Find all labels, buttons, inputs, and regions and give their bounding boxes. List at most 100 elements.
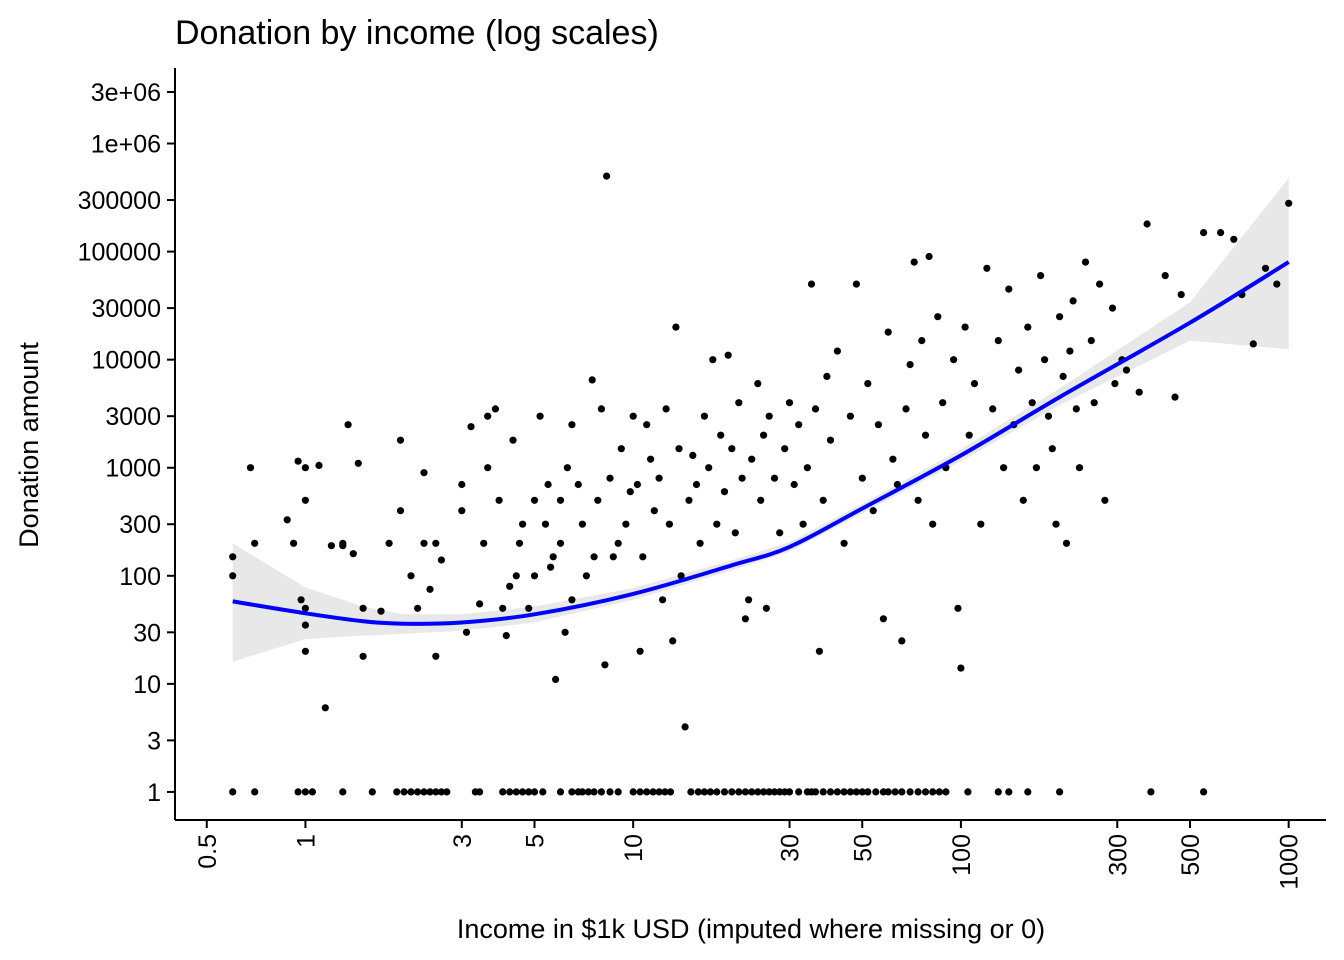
data-point xyxy=(898,788,906,796)
x-tick-label: 10 xyxy=(620,834,648,862)
data-point xyxy=(706,788,715,796)
data-point xyxy=(1056,313,1064,321)
data-point xyxy=(803,464,812,472)
x-tick-label: 0.5 xyxy=(194,834,222,869)
data-point xyxy=(741,615,750,623)
data-point xyxy=(541,520,550,528)
y-tick-label: 1 xyxy=(147,779,161,807)
data-point xyxy=(1032,464,1040,472)
y-tick-label: 10000 xyxy=(91,347,161,375)
data-point xyxy=(950,356,958,364)
data-point xyxy=(251,788,259,796)
x-axis-title: Income in $1k USD (imputed where missing… xyxy=(457,914,1045,944)
data-point xyxy=(1101,496,1109,504)
data-point xyxy=(1000,464,1008,472)
data-point xyxy=(426,788,434,796)
data-point xyxy=(327,542,335,550)
data-point xyxy=(1028,399,1036,407)
data-point xyxy=(819,788,827,796)
data-point xyxy=(1200,788,1208,796)
y-tick-label: 300000 xyxy=(78,187,161,215)
data-point xyxy=(432,539,440,547)
data-point xyxy=(359,604,367,612)
data-point xyxy=(659,596,667,604)
data-point xyxy=(1273,280,1281,288)
data-point xyxy=(811,405,820,413)
data-point xyxy=(826,436,835,444)
data-point xyxy=(321,704,329,712)
data-point xyxy=(694,788,702,796)
data-point xyxy=(1285,199,1293,207)
data-point xyxy=(1249,340,1257,348)
data-point xyxy=(359,652,367,660)
data-point xyxy=(568,788,576,796)
data-point xyxy=(519,788,527,796)
data-point xyxy=(301,647,309,655)
data-point xyxy=(578,520,587,528)
data-point xyxy=(339,539,347,547)
data-point xyxy=(597,405,606,413)
data-point xyxy=(728,788,736,796)
data-point xyxy=(741,788,750,796)
x-tick-label: 3 xyxy=(449,834,477,848)
data-point xyxy=(665,520,674,528)
data-point xyxy=(655,474,663,482)
data-point xyxy=(606,474,614,482)
data-point xyxy=(315,461,323,469)
smooth-line xyxy=(232,260,1290,626)
data-point xyxy=(283,516,291,524)
data-point xyxy=(889,455,897,463)
x-axis: 0.5 1 3 5 10 30 50 100 300 500 1000 xyxy=(175,819,1326,890)
data-point xyxy=(1024,323,1032,331)
data-point xyxy=(929,520,937,528)
data-point xyxy=(781,445,789,453)
data-point xyxy=(685,496,693,504)
data-point xyxy=(349,550,357,558)
data-point xyxy=(467,423,475,431)
data-point xyxy=(344,421,352,429)
data-point xyxy=(785,399,794,407)
data-point xyxy=(858,474,866,482)
data-point xyxy=(846,412,855,420)
data-point xyxy=(748,455,756,463)
data-point xyxy=(603,172,611,180)
data-point xyxy=(884,328,892,336)
data-point xyxy=(1072,405,1080,413)
data-point xyxy=(1075,464,1084,472)
data-point xyxy=(377,607,385,615)
data-point xyxy=(339,788,347,796)
data-point xyxy=(614,539,622,547)
data-point xyxy=(530,572,539,580)
data-point xyxy=(942,788,950,796)
data-point xyxy=(1143,220,1151,228)
data-point xyxy=(512,788,520,796)
data-point xyxy=(879,615,888,623)
data-point xyxy=(914,788,922,796)
data-point xyxy=(556,539,565,547)
data-point xyxy=(301,464,309,472)
data-point xyxy=(977,520,985,528)
data-point xyxy=(720,788,729,796)
data-point xyxy=(770,474,779,482)
data-point xyxy=(921,431,930,439)
data-point xyxy=(480,539,488,547)
data-point xyxy=(1147,788,1155,796)
data-point xyxy=(681,723,689,731)
data-point xyxy=(935,788,944,796)
data-points xyxy=(229,172,1293,796)
data-point xyxy=(294,788,302,796)
data-point xyxy=(561,628,569,636)
y-tick-label: 30 xyxy=(133,619,161,647)
data-point xyxy=(713,520,721,528)
data-point xyxy=(582,572,591,580)
data-point xyxy=(552,675,560,684)
data-point xyxy=(368,788,376,796)
data-point xyxy=(617,445,625,453)
data-point xyxy=(662,405,670,413)
data-point xyxy=(939,399,947,407)
data-point xyxy=(1122,366,1131,374)
data-point xyxy=(432,788,440,796)
data-point xyxy=(826,788,835,796)
data-point xyxy=(354,459,362,467)
data-point xyxy=(934,313,942,321)
